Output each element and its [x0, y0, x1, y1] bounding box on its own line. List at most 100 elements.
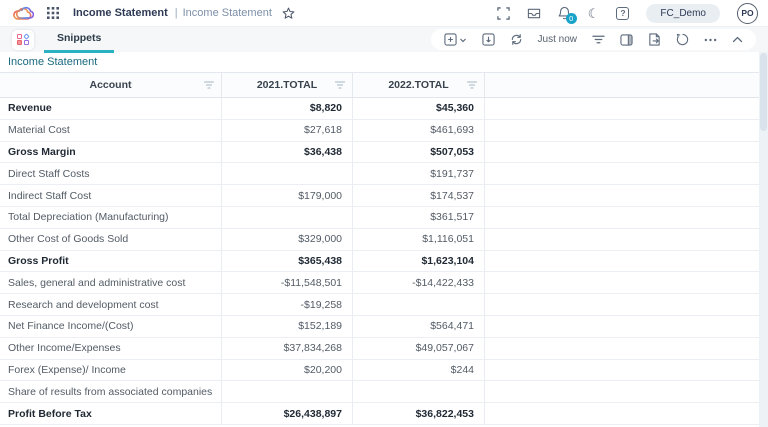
value-2022-cell: $174,537	[353, 185, 485, 206]
add-snippet-button[interactable]	[444, 33, 467, 46]
table-row[interactable]: Material Cost $27,618 $461,693	[0, 120, 768, 142]
save-icon[interactable]	[482, 33, 495, 46]
favorite-star-icon[interactable]	[282, 7, 295, 20]
value-2022-cell: -$14,422,433	[353, 272, 485, 293]
value-2021-cell: -$19,258	[222, 294, 353, 315]
account-cell: Research and development cost	[0, 294, 222, 315]
notification-badge: 0	[566, 13, 577, 24]
table-row[interactable]: Revenue $8,820 $45,360	[0, 98, 768, 120]
top-bar: Income Statement | Income Statement 0 ☾ …	[0, 0, 768, 26]
value-2022-cell: $45,360	[353, 98, 485, 119]
topbar-actions: 0 ☾ ? FC_Demo PO	[497, 3, 758, 24]
table-row[interactable]: Direct Staff Costs $191,737	[0, 163, 768, 185]
more-options-icon[interactable]	[704, 38, 717, 42]
table-row[interactable]: Net Finance Income/(Cost) $152,189 $564,…	[0, 316, 768, 338]
account-cell: Forex (Expense)/ Income	[0, 360, 222, 381]
snippets-toolbar: Snippets Just now	[0, 26, 768, 52]
column-header-2021-total[interactable]: 2021.TOTAL	[222, 73, 353, 97]
table-row[interactable]: Gross Profit $365,438 $1,623,104	[0, 251, 768, 273]
export-icon[interactable]	[648, 33, 661, 46]
value-2021-cell: $329,000	[222, 229, 353, 250]
value-2022-cell: $49,057,067	[353, 338, 485, 359]
table-row[interactable]: Total Depreciation (Manufacturing) $361,…	[0, 207, 768, 229]
column-filter-icon[interactable]	[467, 81, 477, 89]
breadcrumb-secondary: Income Statement	[183, 7, 272, 19]
tab-snippets[interactable]: Snippets	[44, 27, 114, 53]
value-2021-cell: -$11,548,501	[222, 272, 353, 293]
breadcrumb-separator: |	[175, 7, 178, 19]
toolbar-actions: Just now	[431, 29, 756, 50]
app-logo[interactable]	[12, 4, 34, 22]
column-header-label: Account	[90, 79, 132, 91]
scrollbar-thumb[interactable]	[760, 53, 767, 131]
value-2022-cell: $564,471	[353, 316, 485, 337]
column-header-account[interactable]: Account	[0, 73, 222, 97]
chevron-down-icon	[459, 36, 467, 44]
value-2022-cell: $1,623,104	[353, 251, 485, 272]
value-2022-cell: $507,053	[353, 142, 485, 163]
table-row[interactable]: Indirect Staff Cost $179,000 $174,537	[0, 185, 768, 207]
page-title: Income Statement	[73, 7, 168, 19]
account-cell: Sales, general and administrative cost	[0, 272, 222, 293]
account-cell: Direct Staff Costs	[0, 163, 222, 184]
value-2022-cell: $244	[353, 360, 485, 381]
fullscreen-icon[interactable]	[497, 7, 510, 20]
inbox-icon[interactable]	[527, 7, 541, 20]
snippets-icon[interactable]	[12, 30, 34, 50]
account-cell: Indirect Staff Cost	[0, 185, 222, 206]
user-avatar[interactable]: PO	[737, 3, 758, 24]
account-cell: Share of results from associated compani…	[0, 381, 222, 402]
workspace-badge[interactable]: FC_Demo	[646, 4, 720, 23]
value-2021-cell: $26,438,897	[222, 403, 353, 424]
value-2021-cell: $179,000	[222, 185, 353, 206]
dark-mode-moon-icon[interactable]: ☾	[588, 7, 600, 20]
value-2022-cell	[353, 381, 485, 402]
notifications-bell-icon[interactable]: 0	[558, 6, 571, 20]
value-2021-cell: $152,189	[222, 316, 353, 337]
apps-grid-icon[interactable]	[47, 7, 59, 19]
table-body: Revenue $8,820 $45,360 Material Cost $27…	[0, 98, 768, 425]
table-row[interactable]: Gross Margin $36,438 $507,053	[0, 142, 768, 164]
account-cell: Revenue	[0, 98, 222, 119]
help-icon[interactable]: ?	[616, 7, 629, 20]
value-2022-cell	[353, 294, 485, 315]
vertical-scrollbar[interactable]	[759, 52, 768, 427]
column-header-label: 2022.TOTAL	[388, 79, 448, 91]
value-2021-cell	[222, 207, 353, 228]
value-2021-cell	[222, 163, 353, 184]
value-2021-cell	[222, 381, 353, 402]
layout-panel-icon[interactable]	[620, 34, 633, 46]
column-filter-icon[interactable]	[335, 81, 345, 89]
value-2021-cell: $8,820	[222, 98, 353, 119]
table-row[interactable]: Other Cost of Goods Sold $329,000 $1,116…	[0, 229, 768, 251]
account-cell: Other Income/Expenses	[0, 338, 222, 359]
value-2021-cell: $37,834,268	[222, 338, 353, 359]
value-2021-cell: $20,200	[222, 360, 353, 381]
sort-filter-icon[interactable]	[592, 34, 605, 45]
value-2021-cell: $365,438	[222, 251, 353, 272]
table-row[interactable]: Other Income/Expenses $37,834,268 $49,05…	[0, 338, 768, 360]
table-row[interactable]: Sales, general and administrative cost -…	[0, 272, 768, 294]
last-refresh-label: Just now	[538, 34, 577, 45]
refresh-icon[interactable]	[510, 33, 523, 46]
table-row[interactable]: Profit Before Tax $26,438,897 $36,822,45…	[0, 403, 768, 425]
account-cell: Gross Margin	[0, 142, 222, 163]
table-row[interactable]: Forex (Expense)/ Income $20,200 $244	[0, 360, 768, 382]
table-row[interactable]: Share of results from associated compani…	[0, 381, 768, 403]
table-row[interactable]: Research and development cost -$19,258	[0, 294, 768, 316]
value-2022-cell: $461,693	[353, 120, 485, 141]
value-2022-cell: $191,737	[353, 163, 485, 184]
value-2022-cell: $1,116,051	[353, 229, 485, 250]
column-header-label: 2021.TOTAL	[257, 79, 317, 91]
account-cell: Profit Before Tax	[0, 403, 222, 424]
value-2022-cell: $361,517	[353, 207, 485, 228]
collapse-chevron-up-icon[interactable]	[732, 36, 743, 43]
account-cell: Other Cost of Goods Sold	[0, 229, 222, 250]
comments-icon[interactable]	[676, 33, 689, 46]
account-cell: Net Finance Income/(Cost)	[0, 316, 222, 337]
value-2021-cell: $36,438	[222, 142, 353, 163]
account-cell: Gross Profit	[0, 251, 222, 272]
column-filter-icon[interactable]	[204, 81, 214, 89]
section-title: Income Statement	[0, 52, 768, 73]
column-header-2022-total[interactable]: 2022.TOTAL	[353, 73, 485, 97]
